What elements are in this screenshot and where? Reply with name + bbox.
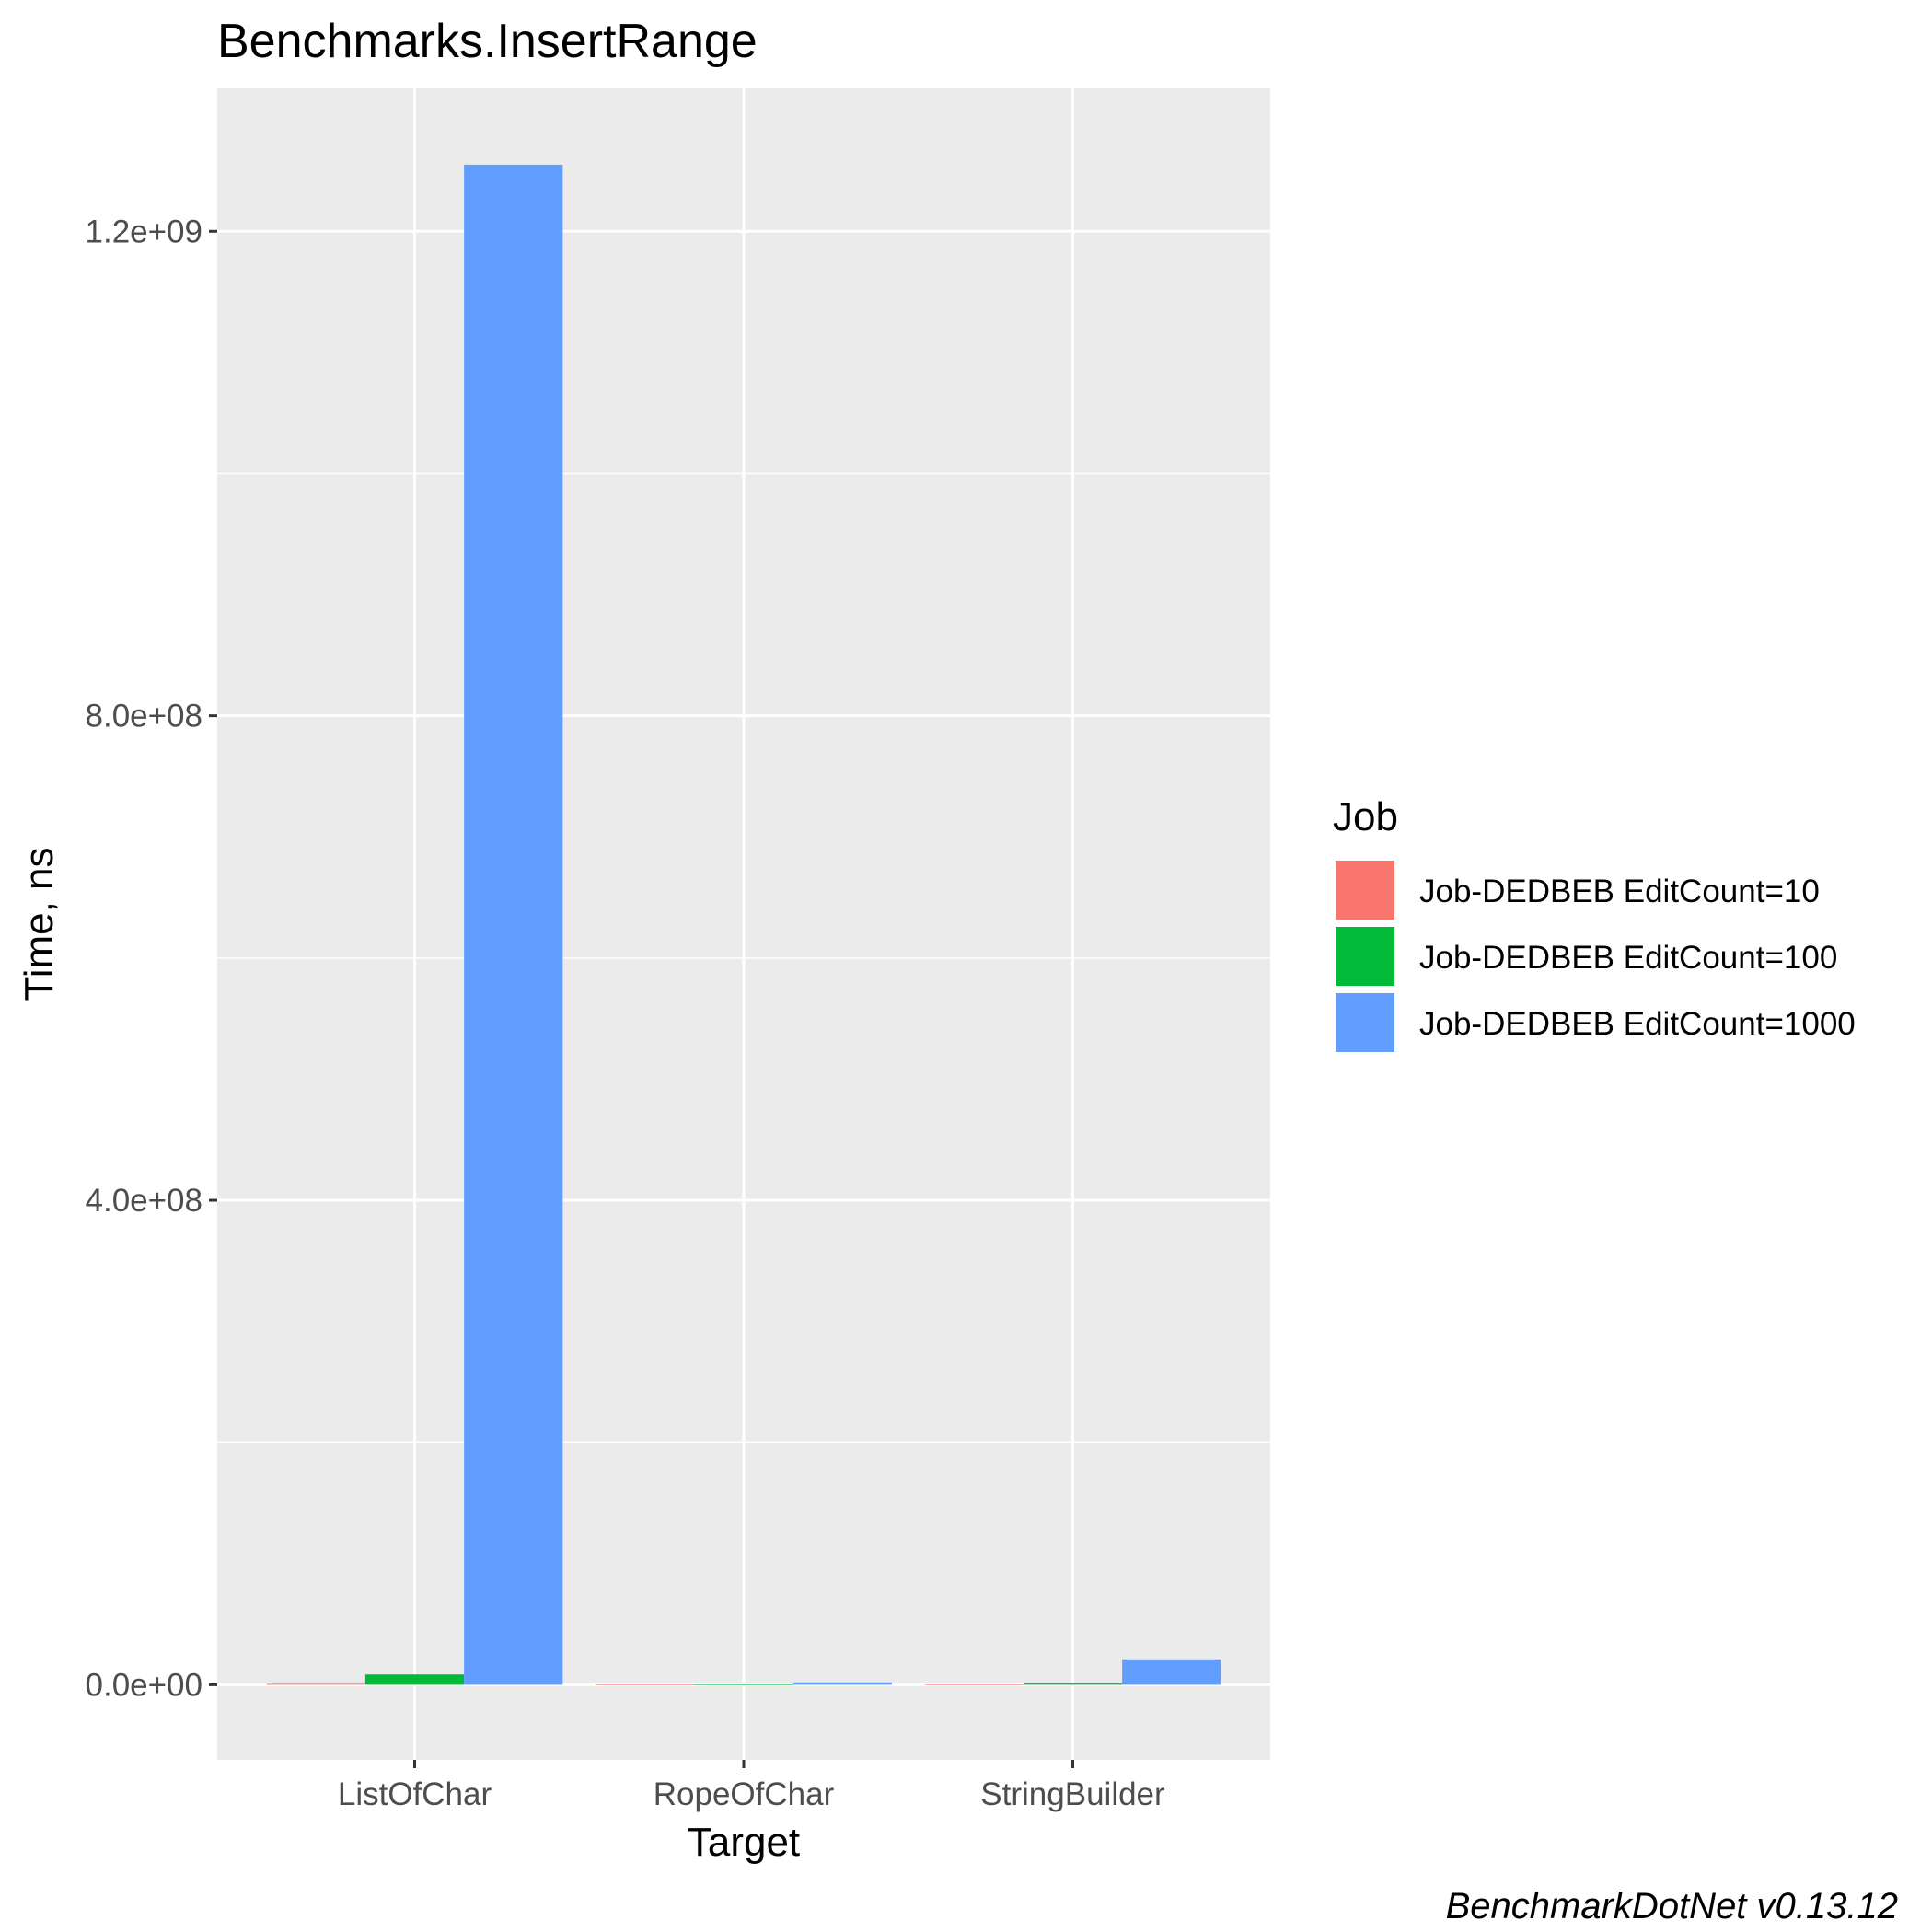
y-tick-label: 8.0e+08 (86, 699, 203, 735)
legend-swatch (1336, 927, 1394, 986)
chart-title: Benchmarks.InsertRange (217, 15, 758, 68)
legend-swatch (1336, 993, 1394, 1052)
bars (266, 164, 1221, 1685)
legend-label: Job-DEDBEB EditCount=10 (1419, 873, 1820, 909)
bar (364, 1674, 465, 1685)
legend-label: Job-DEDBEB EditCount=100 (1419, 940, 1837, 976)
legend: Job Job-DEDBEB EditCount=10 Job-DEDBEB Ed… (1333, 794, 1856, 1055)
bar (792, 1682, 892, 1685)
y-tick-label: 1.2e+09 (86, 214, 203, 249)
x-tick-label: StringBuilder (980, 1776, 1165, 1812)
bar (924, 1684, 1024, 1685)
x-axis: ListOfChar RopeOfChar StringBuilder (338, 1760, 1165, 1812)
x-tick-label: RopeOfChar (654, 1776, 835, 1812)
y-axis-title: Time, ns (17, 847, 62, 1001)
bar (266, 1683, 365, 1685)
y-tick-label: 0.0e+00 (86, 1667, 203, 1703)
legend-title: Job (1333, 794, 1398, 839)
y-axis: 0.0e+00 4.0e+08 8.0e+08 1.2e+09 (86, 214, 217, 1703)
legend-label: Job-DEDBEB EditCount=1000 (1419, 1006, 1856, 1042)
bar (464, 164, 563, 1685)
grid-lines (217, 88, 1270, 1760)
caption: BenchmarkDotNet v0.13.12 (1446, 1886, 1898, 1926)
bar (596, 1684, 695, 1685)
legend-swatch (1336, 861, 1394, 920)
x-tick-label: ListOfChar (338, 1776, 492, 1812)
x-axis-title: Target (688, 1820, 800, 1865)
bar (1122, 1659, 1221, 1685)
bar (694, 1684, 793, 1685)
bar (1023, 1683, 1123, 1685)
y-tick-label: 4.0e+08 (86, 1183, 203, 1219)
